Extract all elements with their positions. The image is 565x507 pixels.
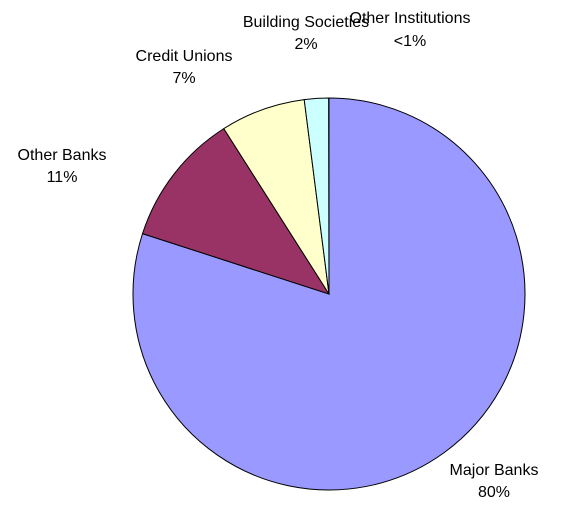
label-building-societies: Building Societies 2% [243,14,369,53]
label-other-institutions: Other Institutions <1% [350,10,471,50]
label-other-banks: Other Banks 11% [18,147,107,186]
slice-other-banks [141,127,331,295]
pie-slices [132,97,526,491]
label-credit-unions: Credit Unions 7% [136,48,233,87]
label-major-banks: Major Banks 80% [450,462,539,501]
